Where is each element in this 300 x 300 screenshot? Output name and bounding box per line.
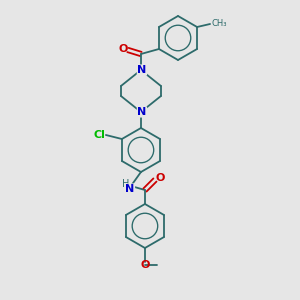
Text: O: O <box>155 173 165 183</box>
Text: N: N <box>137 107 147 117</box>
Text: N: N <box>125 184 135 194</box>
Text: O: O <box>140 260 150 270</box>
Text: CH₃: CH₃ <box>211 20 226 28</box>
Text: O: O <box>118 44 128 54</box>
Text: H: H <box>122 179 130 189</box>
Text: N: N <box>137 65 147 75</box>
Text: Cl: Cl <box>94 130 106 140</box>
